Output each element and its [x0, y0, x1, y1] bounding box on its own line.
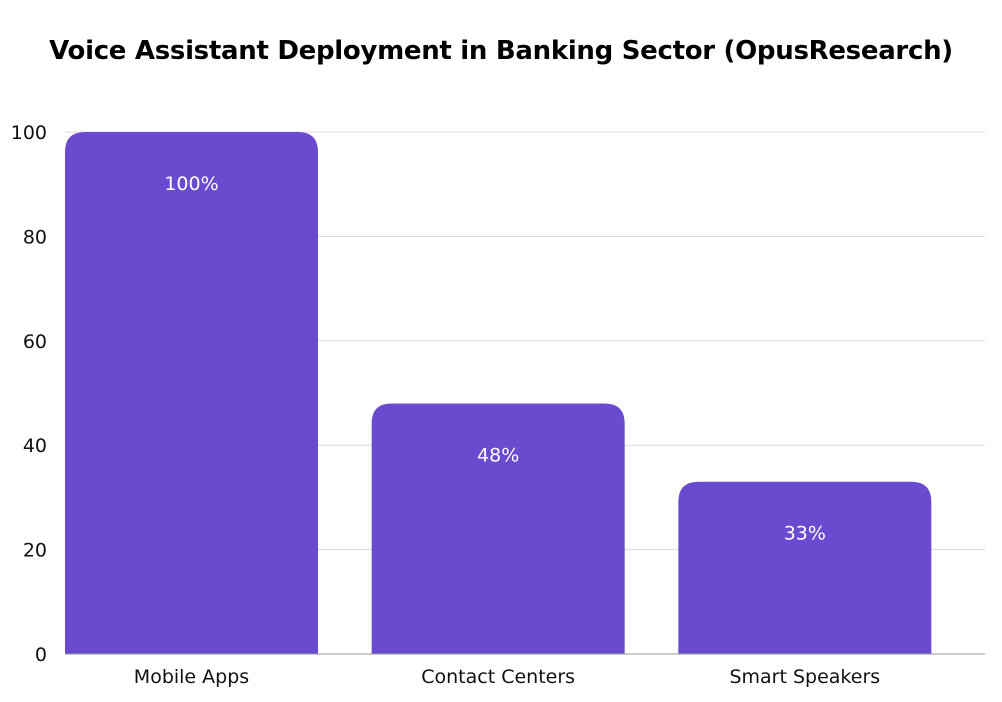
- chart-title: Voice Assistant Deployment in Banking Se…: [49, 36, 953, 66]
- data-label-contact-centers: 48%: [477, 444, 519, 466]
- y-tick-label-60: 60: [23, 331, 47, 353]
- y-axis-ticks: 0 20 40 60 80 100: [11, 122, 47, 666]
- y-tick-label-40: 40: [23, 435, 47, 457]
- x-axis-labels: Mobile Apps Contact Centers Smart Speakers: [134, 666, 880, 688]
- bar-smart-speakers: [678, 481, 932, 654]
- x-tick-label-mobile-apps: Mobile Apps: [134, 666, 249, 688]
- data-label-smart-speakers: 33%: [784, 523, 826, 545]
- x-tick-label-contact-centers: Contact Centers: [421, 666, 575, 688]
- bar-contact-centers: [371, 403, 625, 654]
- x-tick-label-smart-speakers: Smart Speakers: [729, 666, 880, 688]
- y-tick-label-0: 0: [35, 644, 47, 666]
- y-tick-label-100: 100: [11, 122, 47, 144]
- data-label-mobile-apps: 100%: [164, 173, 218, 195]
- y-tick-label-20: 20: [23, 540, 47, 562]
- y-tick-label-80: 80: [23, 226, 47, 248]
- bar-mobile-apps: [65, 132, 318, 654]
- bars: 100% 48% 33%: [65, 132, 932, 654]
